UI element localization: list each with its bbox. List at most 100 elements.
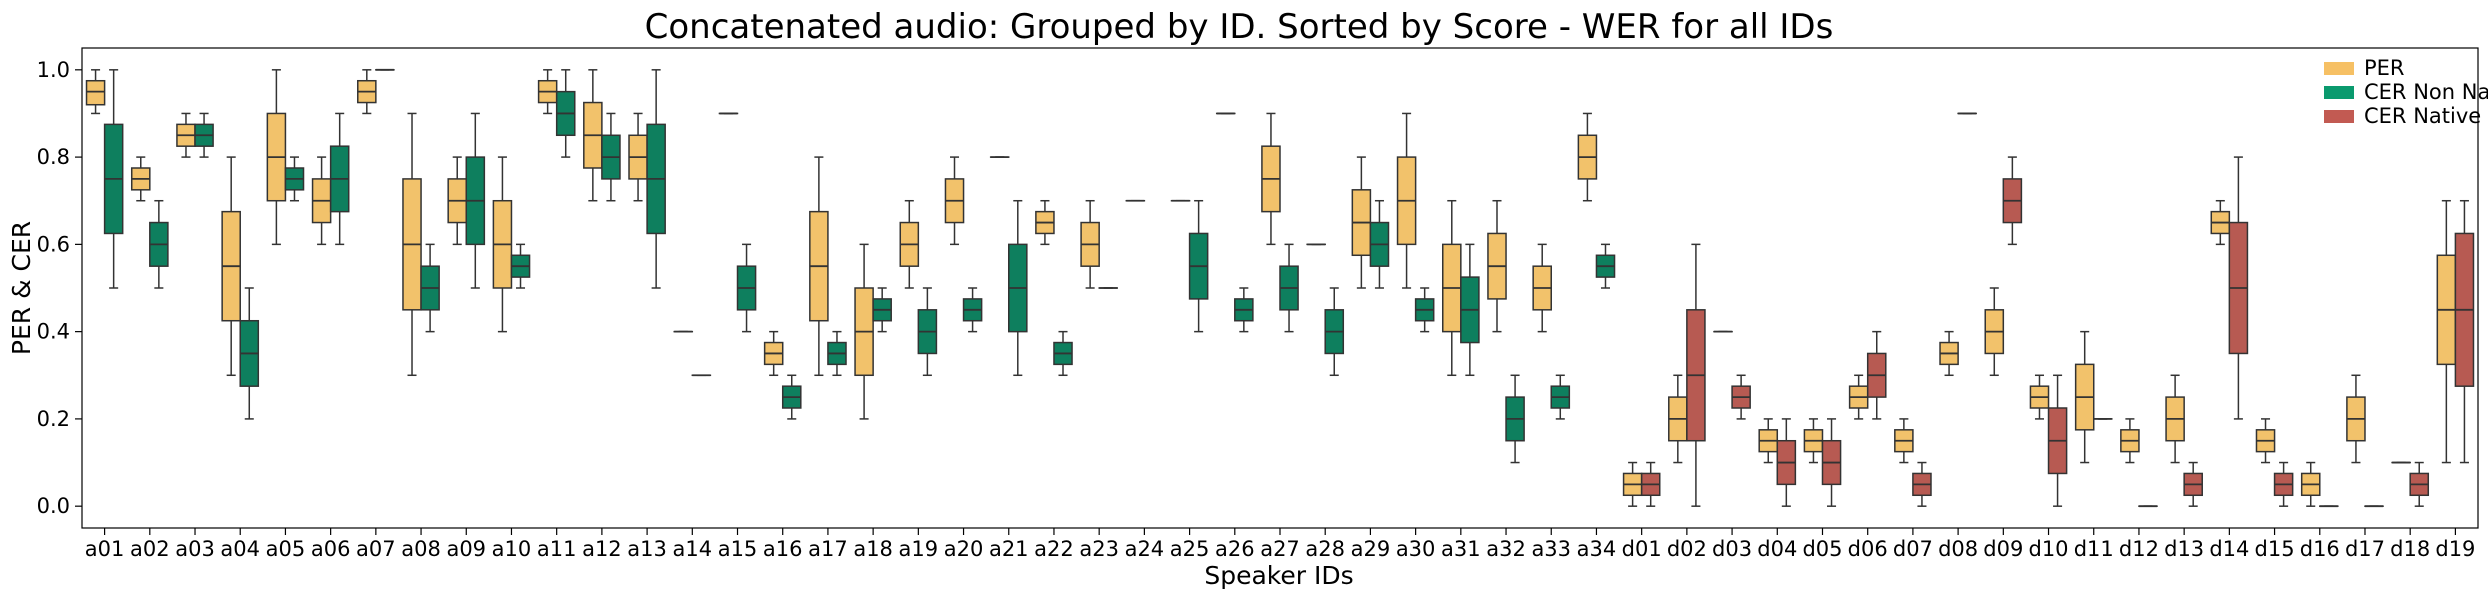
box-d09-cer-native: [2002, 156, 2023, 246]
x-tick-label: d07: [1893, 537, 1933, 561]
box-a09-cer-non-native: [465, 112, 486, 289]
x-tick-label: a07: [356, 537, 396, 561]
y-axis: 0.0 0.2 0.4 0.6 0.8 1.0: [37, 58, 82, 518]
box-a18-per: [854, 243, 874, 420]
box-d11-per: [2074, 330, 2095, 464]
box-d17-per: [2346, 374, 2366, 464]
x-tick-label: d16: [2300, 537, 2340, 561]
box-a05-cer-non-native: [284, 156, 305, 202]
box-a07-per: [357, 69, 377, 115]
x-tick-label: a11: [537, 537, 577, 561]
x-tick-label: a24: [1125, 537, 1165, 561]
x-tick-label: d02: [1667, 537, 1707, 561]
legend-swatch-per: [2324, 62, 2354, 75]
box-d03-cer-native: [1731, 374, 1751, 420]
y-tick-label: 0.2: [37, 407, 70, 431]
box-d18-cer-native: [2409, 461, 2430, 507]
x-tick-label: d15: [2255, 537, 2295, 561]
y-tick-label: 0.0: [37, 494, 70, 518]
x-tick-label: d04: [1757, 537, 1797, 561]
x-tick-label: d14: [2209, 537, 2249, 561]
legend-label: PER: [2364, 56, 2405, 80]
box-d08-per: [1939, 330, 1959, 377]
box-d07-per: [1894, 418, 1914, 464]
box-a26-cer-non-native: [1234, 287, 1254, 333]
box-a31-cer-non-native: [1460, 243, 1480, 377]
box-d04-cer-native: [1776, 418, 1797, 507]
x-tick-label: a05: [266, 537, 306, 561]
x-tick-label: a02: [130, 537, 170, 561]
box-a06-cer-non-native: [329, 112, 350, 246]
x-tick-label: a03: [175, 537, 215, 561]
x-tick-label: d09: [1983, 537, 2023, 561]
box-d01-per: [1622, 461, 1643, 507]
x-tick-label: a22: [1034, 537, 1074, 561]
box-a12-per: [583, 69, 603, 202]
x-tick-label: d05: [1802, 537, 1842, 561]
box-a02-per: [130, 156, 151, 202]
x-tick-label: a26: [1215, 537, 1255, 561]
box-a18-cer-non-native: [872, 287, 892, 333]
box-a33-per: [1532, 243, 1552, 333]
x-tick-label: a18: [853, 537, 893, 561]
box-a32-cer-non-native: [1505, 374, 1525, 464]
x-tick-label: a25: [1170, 537, 1210, 561]
box-d05-per: [1803, 418, 1824, 464]
x-tick-label: d08: [1938, 537, 1978, 561]
box-a03-cer-non-native: [194, 112, 214, 158]
box-d06-cer-native: [1866, 330, 1887, 420]
box-d10-cer-native: [2047, 374, 2068, 507]
box-a11-cer-non-native: [555, 69, 576, 158]
box-d13-cer-native: [2183, 461, 2203, 507]
x-tick-label: d17: [2345, 537, 2385, 561]
x-tick-label: a16: [763, 537, 803, 561]
x-tick-label: d11: [2074, 537, 2114, 561]
legend-label: CER Native: [2364, 104, 2481, 128]
x-tick-label: a29: [1351, 537, 1391, 561]
box-a20-per: [944, 156, 965, 246]
x-tick-label: d13: [2164, 537, 2204, 561]
box-a28-cer-non-native: [1324, 287, 1345, 377]
box-d12-per: [2120, 418, 2140, 464]
x-tick-label: a33: [1531, 537, 1571, 561]
chart-title: Concatenated audio: Grouped by ID. Sorte…: [645, 7, 1834, 47]
box-a06-per: [311, 156, 332, 246]
x-tick-label: a27: [1260, 537, 1300, 561]
box-a30-cer-non-native: [1414, 287, 1435, 333]
x-tick-label: a14: [673, 537, 713, 561]
box-a15-cer-non-native: [736, 243, 757, 333]
x-tick-label: a04: [220, 537, 260, 561]
box-a16-cer-non-native: [781, 374, 802, 420]
box-a12-cer-non-native: [601, 112, 621, 202]
box-d19-per: [2436, 199, 2457, 464]
box-d01-cer-native: [1640, 461, 1661, 507]
box-iqr: [85, 79, 106, 106]
box-d19-cer-native: [2454, 199, 2475, 464]
box-d06-per: [1848, 374, 1869, 420]
box-a09-per: [447, 156, 468, 246]
x-tick-label: d18: [2390, 537, 2430, 561]
x-tick-label: d19: [2435, 537, 2475, 561]
y-tick-label: 0.4: [37, 320, 70, 344]
legend-swatch-cer-native: [2324, 110, 2354, 123]
y-axis-label: PER & CER: [7, 221, 36, 355]
box-a16-per: [763, 330, 784, 377]
box-a08-cer-non-native: [420, 243, 440, 333]
box-d16-per: [2300, 461, 2321, 507]
x-tick-label: d06: [1848, 537, 1888, 561]
box-a02-cer-non-native: [149, 199, 169, 289]
y-tick-label: 0.6: [37, 232, 70, 256]
box-a01-per: [85, 69, 106, 115]
box-d02-per: [1668, 374, 1688, 464]
x-tick-label: a21: [989, 537, 1029, 561]
box-d14-cer-native: [2228, 156, 2249, 420]
box-a04-cer-non-native: [239, 287, 260, 420]
box-a34-per: [1577, 112, 1598, 202]
box-a17-cer-non-native: [827, 330, 847, 377]
boxes-layer: [85, 68, 2475, 508]
box-d14-per: [2210, 199, 2231, 246]
box-a13-cer-non-native: [646, 69, 666, 289]
box-a31-per: [1441, 199, 1462, 377]
box-a22-per: [1035, 199, 1055, 246]
